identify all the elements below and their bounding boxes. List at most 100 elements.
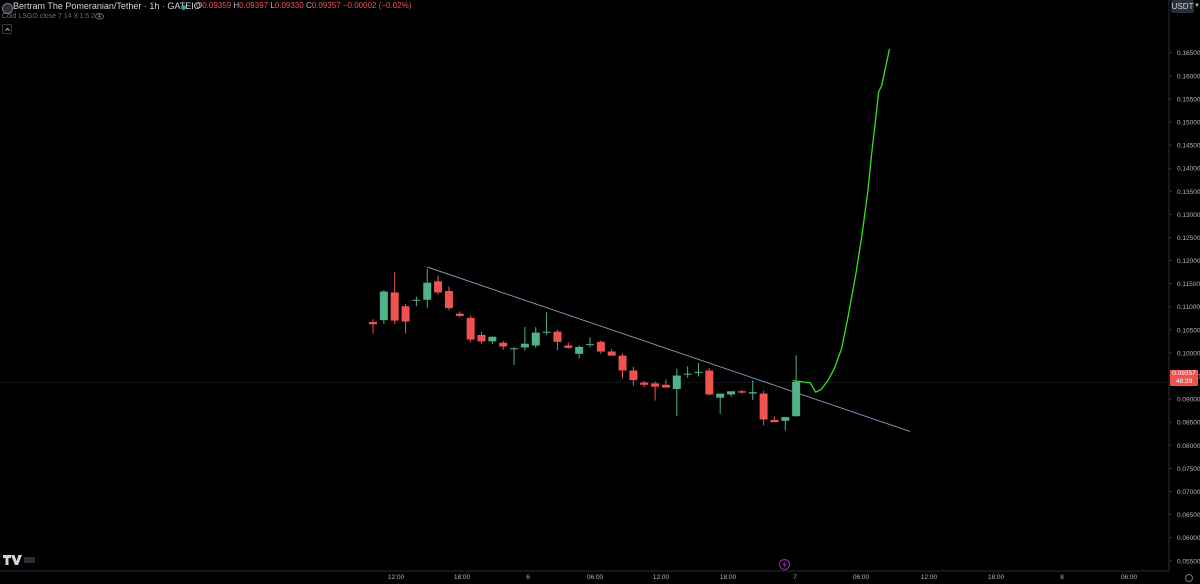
price-tick-label: 0.08000 xyxy=(1177,443,1200,450)
chart-header: Bertram The Pomeranian/Tether · 1h · GAT… xyxy=(0,0,1200,34)
price-tick-label: 0.13000 xyxy=(1177,212,1200,219)
last-price-tag: 0.09357 48:39 xyxy=(1170,370,1198,386)
time-tick-label: 6 xyxy=(526,574,530,581)
candle-body xyxy=(499,342,508,347)
time-tick-label: 12:00 xyxy=(653,574,670,581)
symbol-title[interactable]: Bertram The Pomeranian/Tether · 1h · GAT… xyxy=(13,1,201,11)
candle-body xyxy=(488,336,497,342)
candle-body xyxy=(661,384,670,388)
candle-body xyxy=(564,345,573,348)
flash-icon[interactable] xyxy=(779,559,790,570)
candle-body xyxy=(694,371,703,373)
time-tick-label: 18:00 xyxy=(454,574,471,581)
market-status-dot xyxy=(181,5,186,10)
eye-icon[interactable] xyxy=(95,13,104,20)
candle-body xyxy=(510,348,519,350)
price-tick-label: 0.12500 xyxy=(1177,235,1200,242)
indicator-legend[interactable]: Cold LSGO close 7 14 3 1.5 2 7 xyxy=(2,13,101,20)
chevron-down-icon[interactable]: ▼ xyxy=(1194,3,1200,9)
price-tick-label: 0.07500 xyxy=(1177,466,1200,473)
collapse-legend-button[interactable] xyxy=(2,24,12,34)
price-tick-label: 0.12000 xyxy=(1177,258,1200,265)
symbol-logo-icon[interactable] xyxy=(2,3,13,14)
candle-body xyxy=(390,292,399,321)
candle-body xyxy=(737,391,746,393)
open-value: 0.09359 xyxy=(202,1,232,10)
time-tick-label: 12:00 xyxy=(388,574,405,581)
time-axis[interactable]: 12:00 18:00 6 06:00 12:00 18:00 7 06:00 12:00 18:… xyxy=(388,574,1138,581)
candle-body xyxy=(423,282,432,300)
candle-body xyxy=(727,391,736,395)
candle-body xyxy=(640,382,649,385)
close-key: C xyxy=(305,1,312,10)
candle-body xyxy=(586,344,594,346)
price-tick-label: 0.14500 xyxy=(1177,143,1200,150)
price-tick-label: 0.08500 xyxy=(1177,420,1200,427)
candle-body xyxy=(672,375,681,389)
chevron-up-icon xyxy=(5,27,10,31)
time-tick-label: 06:00 xyxy=(587,574,604,581)
close-value: 0.09357 xyxy=(311,1,341,10)
price-tick-label: 0.15500 xyxy=(1177,96,1200,103)
bar-countdown: 48:39 xyxy=(1175,378,1193,385)
candle-body xyxy=(444,291,453,309)
candle-body xyxy=(466,317,475,340)
time-tick-label: 8 xyxy=(1060,574,1064,581)
candles xyxy=(369,268,801,431)
price-tick-label: 0.16500 xyxy=(1177,50,1200,57)
projection-line[interactable] xyxy=(792,48,891,393)
candle-body xyxy=(629,370,638,381)
time-tick-label: 18:00 xyxy=(988,574,1005,581)
time-tick-label: 12:00 xyxy=(921,574,938,581)
price-axis[interactable]: 0.16500 0.16000 0.15500 0.15000 0.14500 0.140… xyxy=(1169,50,1200,565)
candle-body xyxy=(607,351,616,356)
high-key: H xyxy=(233,1,240,10)
candle-body xyxy=(520,343,529,348)
trendline[interactable] xyxy=(427,266,911,432)
candle-body xyxy=(575,346,584,354)
price-tick-label: 0.15000 xyxy=(1177,119,1200,126)
candle-body xyxy=(716,393,725,398)
price-tick-label: 0.07000 xyxy=(1177,489,1200,496)
candle-body xyxy=(759,393,768,420)
high-value: 0.09397 xyxy=(239,1,269,10)
candle-body xyxy=(369,321,377,325)
currency-button[interactable]: USDT xyxy=(1171,0,1194,13)
open-key: O xyxy=(196,1,203,10)
price-tick-label: 0.13500 xyxy=(1177,189,1200,196)
candle-body xyxy=(792,382,801,417)
price-tick-label: 0.14000 xyxy=(1177,166,1200,173)
time-tick-label: 18:00 xyxy=(720,574,737,581)
price-tick-label: 0.10000 xyxy=(1177,350,1200,357)
candle-body xyxy=(748,392,757,394)
settings-icon[interactable] xyxy=(1185,574,1193,582)
candle-body xyxy=(434,281,443,293)
candle-body xyxy=(618,355,627,371)
candle-body xyxy=(477,334,486,342)
price-tick-label: 0.06500 xyxy=(1177,512,1200,519)
time-tick-label: 06:00 xyxy=(1121,574,1138,581)
candle-body xyxy=(542,331,551,333)
price-tick-label: 0.16000 xyxy=(1177,73,1200,80)
tradingview-pro-logo[interactable] xyxy=(2,554,36,566)
candle-body xyxy=(651,383,660,387)
price-tick-label: 0.10500 xyxy=(1177,327,1200,334)
last-price: 0.09357 xyxy=(1172,370,1196,377)
candle-body xyxy=(412,299,421,301)
candle-body xyxy=(531,332,540,346)
candle-body xyxy=(401,306,410,322)
change-value: −0.00002 (−0.02%) xyxy=(342,1,412,10)
time-tick-label: 06:00 xyxy=(853,574,870,581)
low-value: 0.09330 xyxy=(274,1,304,10)
candle-body xyxy=(596,341,605,352)
low-key: L xyxy=(270,1,275,10)
candle-body xyxy=(455,313,464,316)
price-tick-label: 0.11000 xyxy=(1177,304,1200,311)
price-tick-label: 0.11500 xyxy=(1177,281,1200,288)
price-tick-label: 0.06000 xyxy=(1177,535,1200,542)
candle-body xyxy=(770,419,779,423)
time-tick-label: 7 xyxy=(793,574,797,581)
candle-body xyxy=(379,291,388,321)
candle-body xyxy=(553,331,562,342)
